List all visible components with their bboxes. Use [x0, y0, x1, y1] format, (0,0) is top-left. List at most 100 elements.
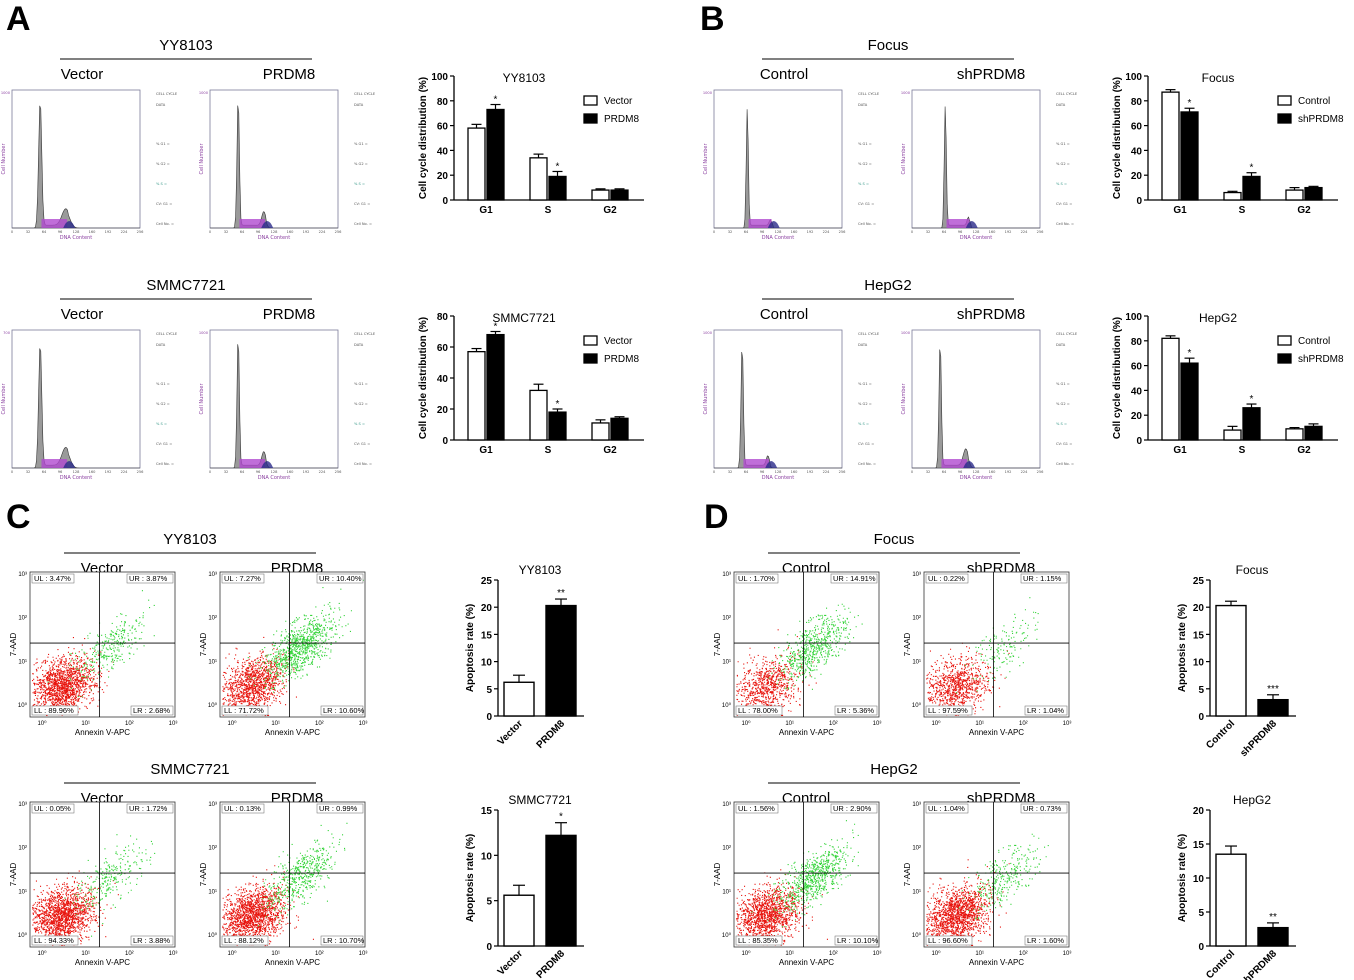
histogram-side-text: DATA [858, 343, 868, 347]
chart-title: HepG2 [1199, 311, 1237, 325]
histogram-x-tick: 192 [303, 230, 310, 234]
flow-red-events [32, 870, 119, 946]
flow-x-tick: 10² [125, 721, 134, 727]
histogram-x-label: DNA Content [762, 475, 795, 481]
y-tick-label: 25 [481, 576, 493, 587]
histogram-curve [210, 344, 338, 469]
bar [1285, 189, 1304, 201]
bar [1223, 191, 1242, 201]
histogram-side-text: CELL CYCLE [1056, 92, 1078, 96]
y-axis-label: Apoptosis rate (%) [1177, 834, 1188, 922]
histogram-side-text: % G2 = [354, 402, 368, 406]
bar [503, 894, 535, 947]
quadrant-box [221, 935, 269, 946]
bar [503, 681, 535, 717]
flow-y-tick: 10³ [722, 802, 731, 808]
quadrant-box [130, 705, 174, 716]
flow-red-events [926, 859, 1010, 946]
legend-label: Vector [604, 336, 633, 347]
category-label: G2 [1297, 445, 1311, 456]
s-phase-band [239, 459, 266, 468]
category-label: shPRDM8 [1238, 718, 1279, 759]
quadrant-box [320, 705, 364, 716]
quadrant-box [1020, 573, 1068, 584]
flow-x-tick: 10¹ [785, 951, 794, 957]
significance-star: * [559, 812, 563, 823]
chart-title: HepG2 [1233, 793, 1271, 807]
legend-label: Control [1298, 96, 1330, 107]
category-label: Vector [496, 948, 525, 977]
y-tick-label: 60 [1131, 122, 1143, 133]
flow-plot: UL : 0.13% UR : 0.99% LL : 88.12% LR : 10.7… [199, 801, 367, 967]
quadrant-label-lr: LR : 3.88% [133, 936, 170, 945]
histogram-y-max: 1000 [199, 331, 209, 335]
category-label: G1 [1173, 445, 1187, 456]
histogram-plot: DNA Content Cell Number 0 32 64 96 128 160 192 22… [703, 89, 880, 241]
quadrant-label-ll: LL : 85.35% [738, 936, 778, 945]
quadrant-box [1020, 803, 1068, 814]
histogram-plot: DNA Content Cell Number 0 32 64 96 128 160 192 22… [901, 89, 1078, 241]
apoptosis-chart: Focus 0 5 10 15 20 25 Apoptosis rate (%) Control… [1177, 563, 1296, 759]
histogram-x-tick: 160 [287, 230, 295, 234]
bar [1304, 186, 1323, 201]
y-tick-label: 0 [486, 712, 492, 723]
histogram-curve [12, 348, 140, 469]
histogram-x-tick: 224 [1021, 230, 1029, 234]
quadrant-box [31, 935, 79, 946]
flow-y-tick: 10⁰ [208, 932, 218, 939]
y-tick-label: 20 [1193, 603, 1205, 614]
flow-y-tick: 10⁰ [722, 702, 732, 709]
histogram-side-text: % G2 = [858, 162, 872, 166]
histogram-x-tick: 224 [1021, 470, 1029, 474]
flow-x-tick: 10³ [1063, 721, 1072, 727]
flow-y-tick: 10⁰ [912, 932, 922, 939]
histogram-y-label: Cell Number [1, 383, 7, 415]
flow-x-tick: 10² [315, 721, 324, 727]
quadrant-label-ul: UL : 0.05% [34, 804, 71, 813]
histogram-side-text: CV: G1 = [1056, 202, 1072, 206]
quadrant-label-lr: LR : 10.70% [323, 936, 365, 945]
g2-peak [261, 461, 274, 468]
y-tick-label: 20 [1193, 806, 1205, 817]
category-label: PRDM8 [535, 718, 568, 751]
flow-y-tick: 10² [912, 846, 921, 852]
condition-label: Control [760, 66, 808, 83]
quadrant-label-ur: UR : 1.72% [129, 804, 168, 813]
y-tick-label: 15 [1193, 630, 1205, 641]
histogram-x-tick: 256 [137, 470, 145, 474]
bar [591, 189, 610, 201]
histogram-x-label: DNA Content [960, 235, 993, 241]
s-phase-band [941, 459, 968, 468]
histogram-x-tick: 160 [791, 230, 799, 234]
flow-red-events [222, 865, 314, 947]
histogram-side-text: CELL CYCLE [156, 92, 178, 96]
histogram-side-text: CV: G1 = [858, 202, 874, 206]
condition-label: Vector [61, 306, 104, 323]
significance-star: * [1250, 163, 1254, 174]
category-label: G2 [603, 445, 617, 456]
row-hepg2: HepG2 Control shPRDM8 UL : 1.56% UR : 2.90% L… [713, 761, 1296, 980]
flow-plot: UL : 3.47% UR : 3.87% LL : 89.96% LR : 2.68… [9, 571, 177, 737]
histogram-x-tick: 0 [209, 230, 212, 234]
histogram-side-text: % S = [1056, 182, 1067, 186]
y-tick-label: 5 [1198, 685, 1204, 696]
histogram-side-text: DATA [354, 343, 364, 347]
histogram-x-tick: 256 [1037, 230, 1045, 234]
bar [467, 127, 486, 201]
flow-x-tick: 10¹ [271, 951, 280, 957]
group-title: HepG2 [864, 277, 912, 294]
y-tick-label: 40 [437, 146, 449, 157]
chart-title: SMMC7721 [492, 311, 556, 325]
histogram-side-text: % S = [354, 182, 365, 186]
y-tick-label: 0 [1198, 942, 1204, 953]
flow-x-tick: 10⁰ [227, 950, 237, 957]
flow-x-tick: 10¹ [81, 951, 90, 957]
histogram-x-tick: 64 [942, 230, 947, 234]
y-tick-label: 20 [1131, 411, 1143, 422]
quadrant-box [126, 573, 174, 584]
flow-x-tick: 10³ [1063, 951, 1072, 957]
histogram-x-tick: 256 [335, 230, 343, 234]
y-tick-label: 15 [481, 806, 493, 817]
